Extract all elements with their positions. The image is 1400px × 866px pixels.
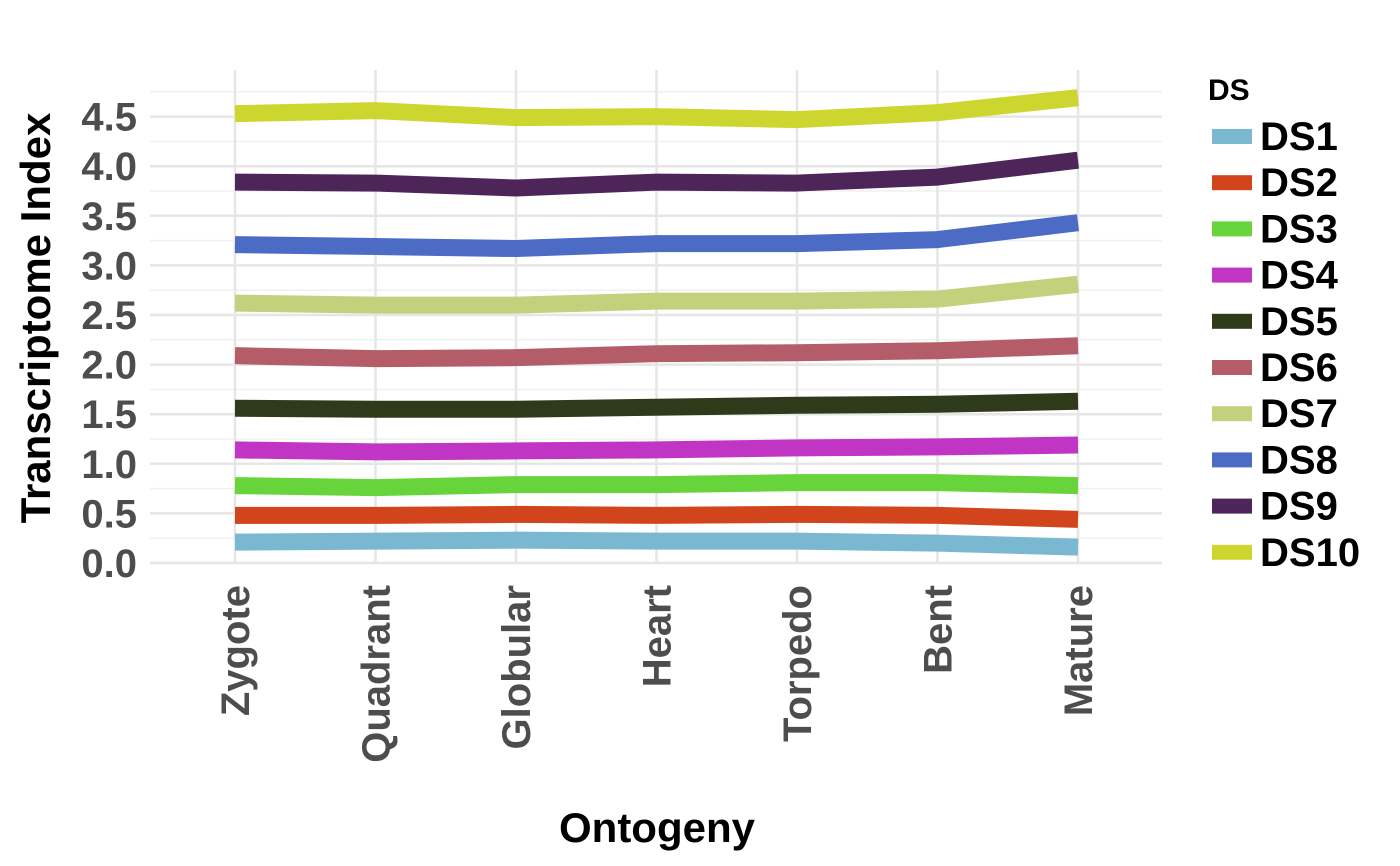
legend-label: DS2 — [1260, 161, 1338, 205]
legend-label: DS6 — [1260, 346, 1338, 390]
x-axis-title: Ontogeny — [559, 804, 756, 851]
x-tick-label: Globular — [495, 585, 539, 749]
legend-label: DS1 — [1260, 115, 1338, 159]
series-lines — [234, 89, 1080, 556]
legend-swatch — [1212, 452, 1252, 468]
x-tick-label: Zygote — [214, 585, 258, 716]
legend-label: DS8 — [1260, 438, 1338, 482]
legend-label: DS9 — [1260, 485, 1338, 529]
legend-swatch — [1212, 498, 1252, 514]
x-tick-label: Heart — [636, 585, 680, 687]
legend-swatch — [1212, 267, 1252, 283]
x-axis-ticks: Zygote Quadrant Globular Heart Torpedo Bent Ma… — [214, 585, 1101, 763]
series-line-ds7 — [234, 275, 1079, 314]
legend-label: DS3 — [1260, 207, 1338, 251]
y-axis-ticks: 0.0 0.5 1.0 1.5 2.0 2.5 3.0 3.5 4.0 4.5 — [81, 96, 137, 586]
y-tick-label: 3.0 — [81, 244, 137, 288]
legend-title: DS — [1208, 74, 1250, 107]
series-line-ds4 — [234, 436, 1079, 461]
legend-swatch — [1212, 360, 1252, 375]
series-line-ds10 — [234, 89, 1079, 129]
y-tick-label: 1.5 — [81, 393, 137, 437]
series-line-ds9 — [234, 151, 1080, 197]
legend-swatch — [1212, 313, 1252, 329]
series-line-ds6 — [234, 337, 1079, 368]
x-tick-label: Mature — [1057, 585, 1101, 716]
y-tick-label: 4.0 — [81, 145, 137, 189]
series-line-ds2 — [235, 505, 1079, 528]
series-line-ds5 — [234, 392, 1079, 418]
legend-swatch — [1212, 544, 1252, 560]
legend-swatch — [1212, 221, 1252, 237]
y-tick-label: 0.5 — [81, 492, 137, 536]
y-tick-label: 2.5 — [81, 294, 137, 338]
x-tick-label: Quadrant — [355, 585, 399, 763]
legend-label: DS10 — [1260, 531, 1360, 575]
series-line-ds3 — [234, 474, 1079, 497]
y-tick-label: 2.0 — [81, 344, 137, 388]
legend-label: DS4 — [1260, 254, 1339, 298]
series-line-ds8 — [234, 214, 1080, 258]
legend-swatch — [1212, 129, 1252, 144]
legend-label: DS7 — [1260, 392, 1338, 436]
y-tick-label: 1.0 — [81, 443, 137, 487]
y-tick-label: 4.5 — [81, 96, 137, 140]
legend-swatch — [1212, 175, 1252, 191]
x-tick-label: Bent — [917, 585, 961, 674]
y-axis-title: Transcriptome Index — [12, 112, 59, 523]
legend-label: DS5 — [1260, 300, 1338, 344]
legend-swatch — [1212, 406, 1252, 422]
series-line-ds1 — [234, 531, 1079, 556]
y-tick-label: 3.5 — [81, 195, 137, 239]
y-tick-label: 0.0 — [81, 542, 137, 586]
x-tick-label: Torpedo — [776, 585, 820, 742]
